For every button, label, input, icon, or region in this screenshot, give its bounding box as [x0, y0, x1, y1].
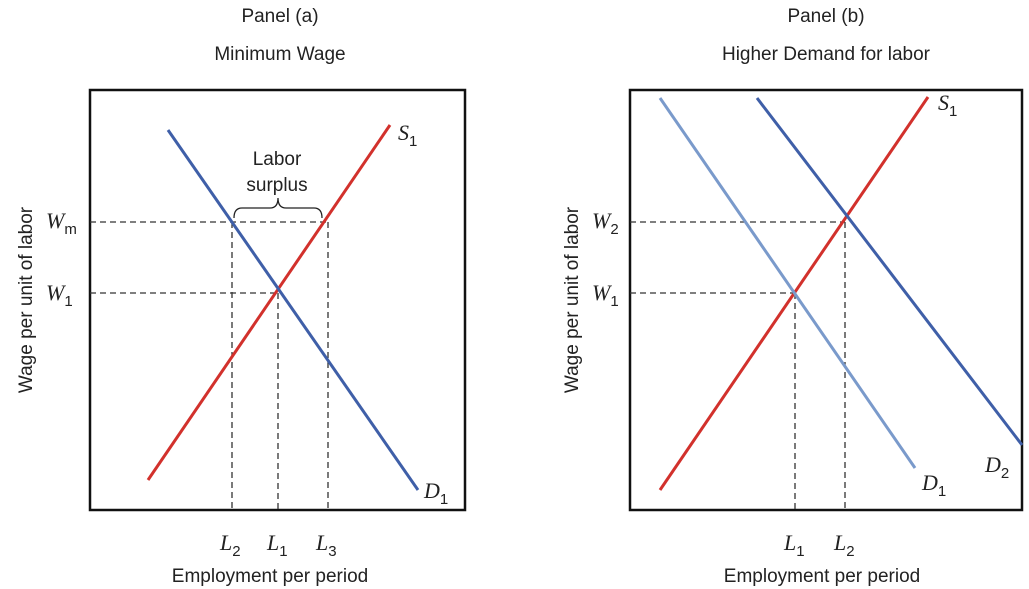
demand-curve-2 [755, 97, 1024, 446]
panel-subtitle: Higher Demand for labor [722, 44, 931, 65]
x-label: L1 [266, 530, 288, 560]
curve-label: D1 [921, 470, 946, 500]
y-axis-label: Wage per unit of labor [16, 206, 37, 393]
annotation: Labor [253, 149, 302, 170]
plot-frame [88, 88, 467, 512]
curve-label: S1 [398, 120, 417, 150]
x-label: L2 [219, 530, 241, 560]
curve-label: S1 [938, 90, 957, 120]
panel-subtitle: Minimum Wage [214, 44, 345, 65]
panel-title: Panel (b) [787, 6, 864, 27]
panel-a: Panel (a) Minimum Wage Wage per unit of … [16, 6, 467, 587]
demand-curve-1 [658, 97, 917, 469]
x-axis-label: Employment per period [724, 566, 920, 587]
supply-curve [146, 124, 392, 481]
y-label: W1 [592, 280, 619, 310]
curve-label: D1 [423, 478, 448, 508]
brace [233, 197, 323, 219]
y-label: Wm [46, 208, 77, 238]
curve-label: D2 [984, 452, 1009, 482]
x-axis-label: Employment per period [172, 566, 368, 587]
y-label: W1 [46, 280, 73, 310]
guide-lines [630, 221, 846, 510]
x-label: L2 [833, 530, 855, 560]
y-axis-label: Wage per unit of labor [562, 206, 583, 393]
guide-lines [90, 221, 329, 510]
panel-title: Panel (a) [241, 6, 318, 27]
panel-b: Panel (b) Higher Demand for labor Wage p… [562, 6, 1024, 587]
x-label: L3 [315, 530, 337, 560]
y-label: W2 [592, 208, 619, 238]
x-label: L1 [783, 530, 805, 560]
annotation: surplus [246, 175, 307, 196]
demand-curve [166, 129, 420, 491]
